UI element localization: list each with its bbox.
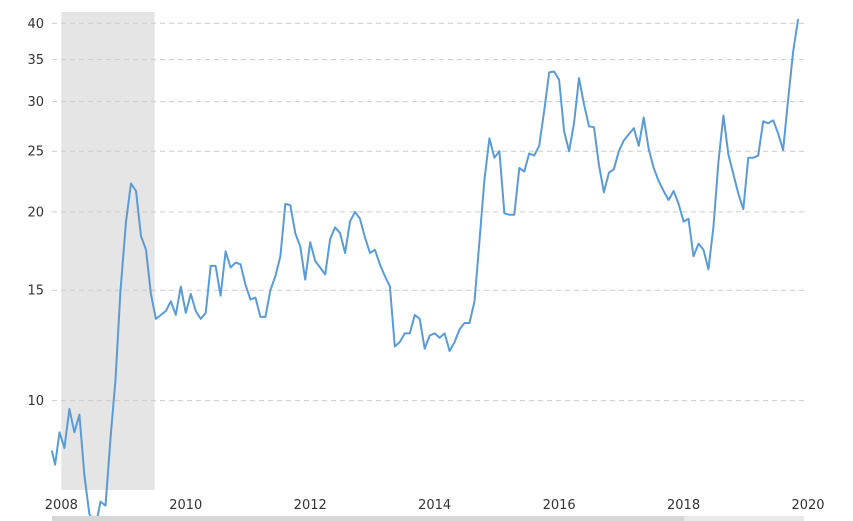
y-tick-label-30: 30 xyxy=(27,95,44,110)
y-tick-label-35: 35 xyxy=(27,53,44,68)
shaded-regions xyxy=(61,12,155,490)
scrollbar-thumb[interactable] xyxy=(52,516,684,521)
y-tick-label-40: 40 xyxy=(27,17,44,32)
x-tick-label-2018: 2018 xyxy=(667,498,700,513)
y-tick-label-20: 20 xyxy=(27,205,44,220)
y-tick-label-25: 25 xyxy=(27,145,44,160)
x-tick-label-2020: 2020 xyxy=(791,498,824,513)
series-layer xyxy=(51,18,799,521)
x-tick-label-2008: 2008 xyxy=(45,498,78,513)
y-tick-label-15: 15 xyxy=(27,284,44,299)
range-scrollbar[interactable] xyxy=(52,516,804,521)
x-tick-label-2014: 2014 xyxy=(418,498,451,513)
y-tick-label-10: 10 xyxy=(27,394,44,409)
recession-shade-0 xyxy=(61,12,155,490)
gridlines xyxy=(52,22,808,402)
x-tick-label-2010: 2010 xyxy=(169,498,202,513)
x-tick-label-2016: 2016 xyxy=(543,498,576,513)
x-axis-ticks: 2008 2010 2012 2014 2016 2018 2020 xyxy=(45,498,825,513)
x-tick-label-2012: 2012 xyxy=(294,498,327,513)
series-line-0 xyxy=(51,18,799,521)
y-axis-ticks: 10 15 20 25 30 35 40 xyxy=(27,17,44,409)
